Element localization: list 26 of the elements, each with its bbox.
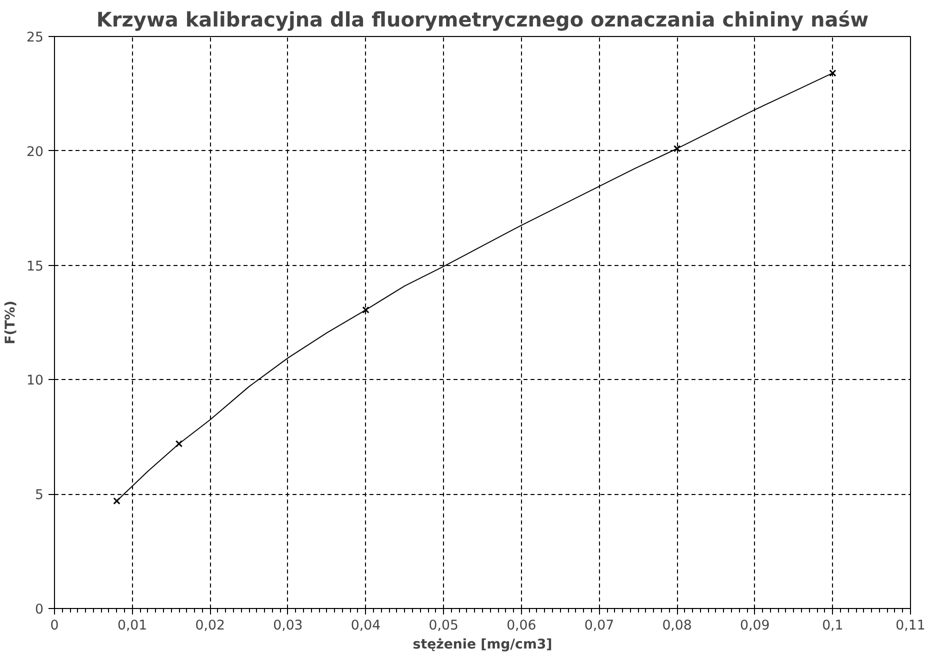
y-tick-label: 20 [26, 144, 44, 160]
x-tick-label: 0,03 [273, 618, 303, 634]
y-tick-label: 10 [26, 374, 44, 389]
x-tick-label: 0,02 [195, 618, 225, 634]
x-tick-label: 0,11 [896, 618, 926, 634]
x-tick-label: 0,01 [117, 618, 148, 634]
point [673, 145, 681, 152]
point [829, 70, 836, 77]
x-tick-label: 0,1 [822, 618, 844, 634]
x-tick-label: 0 [50, 618, 59, 634]
y-axis-title: F(T%) [4, 300, 19, 344]
point [113, 497, 120, 505]
y-tick-label: 25 [26, 30, 44, 46]
x-tick-label: 0,06 [506, 618, 536, 634]
x-axis-title: stężenie [mg/cm3] [412, 638, 552, 652]
y-tick-label: 0 [35, 602, 44, 618]
x-tick-label: 0,08 [662, 618, 692, 634]
point [362, 306, 370, 314]
y-tick-label: 5 [35, 488, 44, 504]
x-tick-label: 0,04 [350, 618, 381, 634]
point [175, 440, 183, 448]
x-tick-label: 0,05 [428, 618, 458, 634]
y-tick-label: 15 [26, 259, 44, 274]
chart-title: Krzywa kalibracyjna dla fluorymetrycznego oznaczania chininy naśw [96, 8, 869, 32]
x-tick-label: 0,07 [584, 618, 614, 634]
x-tick-label: 0,09 [740, 618, 770, 634]
